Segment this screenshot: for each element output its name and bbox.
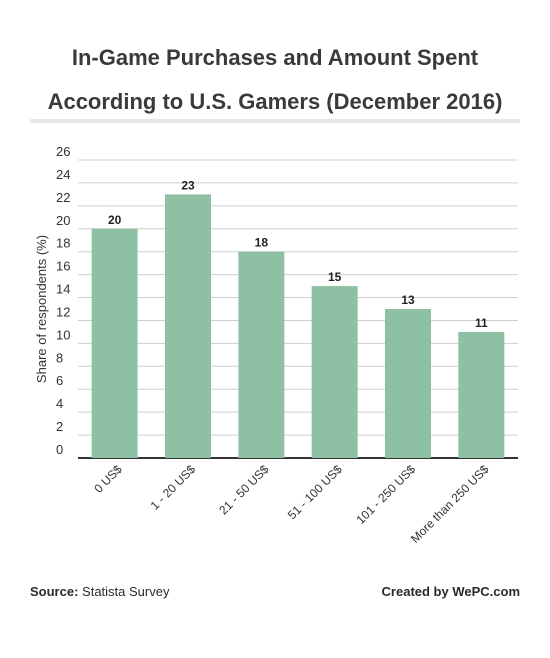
data-label: 11	[475, 316, 488, 330]
y-tick-label: 4	[56, 396, 63, 411]
data-label: 15	[328, 270, 342, 284]
x-tick-label: 1 - 20 US$	[148, 462, 199, 513]
y-axis-label: Share of respondents (%)	[34, 235, 49, 383]
x-tick-label: More than 250 US$	[408, 462, 492, 546]
data-label: 18	[255, 236, 269, 250]
bars	[91, 194, 505, 458]
bar	[91, 228, 138, 458]
x-tick-label: 51 - 100 US$	[285, 462, 345, 522]
chart-title: In-Game Purchases and Amount Spent Accor…	[47, 45, 503, 114]
x-tick-label: 0 US$	[91, 462, 125, 496]
bar	[385, 309, 431, 458]
y-tick-label: 20	[56, 213, 70, 228]
bar	[238, 251, 285, 458]
source-label: Source:	[30, 584, 79, 599]
data-label: 20	[108, 213, 122, 227]
y-tick-label: 12	[56, 304, 70, 319]
y-tick-label: 14	[56, 282, 70, 297]
y-tick-label: 16	[56, 259, 70, 274]
source-value: Statista Survey	[82, 584, 170, 599]
credit-note: Created by WePC.com	[381, 584, 520, 599]
y-tick-label: 10	[56, 327, 70, 342]
source-note: Source: Statista Survey	[30, 584, 169, 599]
x-tick-label: 101 - 250 US$	[353, 462, 418, 527]
y-tick-label: 2	[56, 419, 63, 434]
grid-lines	[78, 159, 518, 459]
y-tick-label: 8	[56, 350, 63, 365]
y-tick-label: 6	[56, 373, 63, 388]
bar	[165, 194, 211, 458]
y-tick-label: 22	[56, 190, 70, 205]
y-tick-label: 24	[56, 167, 70, 182]
y-tick-label: 0	[56, 442, 63, 457]
x-tick-label: 21 - 50 US$	[216, 462, 271, 517]
data-labels: 20 23 18 15 13 11	[108, 178, 488, 330]
x-tick-labels: 0 US$ 1 - 20 US$ 21 - 50 US$ 51 - 100 US$ 10…	[91, 462, 491, 546]
data-label: 13	[401, 293, 415, 307]
y-tick-label: 18	[56, 236, 70, 251]
y-tick-label: 26	[56, 144, 70, 159]
data-label: 23	[181, 178, 195, 192]
title-divider	[30, 119, 520, 123]
bar	[311, 286, 358, 458]
bar	[458, 331, 505, 458]
